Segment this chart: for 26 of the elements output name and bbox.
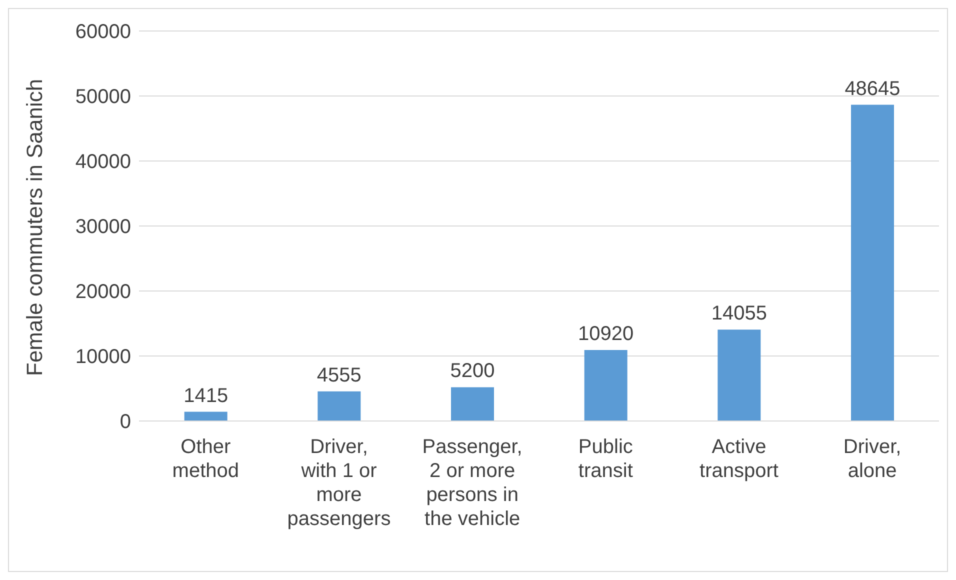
data-label: 5200 [450,360,495,382]
y-tick-label: 20000 [75,281,131,304]
bar [184,412,228,421]
y-axis-title: Female commuters in Saanich [22,78,47,376]
y-tick-label: 10000 [75,346,131,368]
data-label: 14055 [711,302,767,325]
data-label: 4555 [316,364,362,386]
x-tick-label: Other method [172,436,240,482]
bar [718,330,761,421]
y-tick-label: 40000 [75,151,131,174]
x-tick-label: Driver, alone [843,436,902,482]
bar [851,104,894,421]
bar [318,391,361,421]
bar [451,387,494,421]
data-label: 1415 [184,384,228,407]
x-tick-label: Driver, with 1 or more passengers [287,436,391,530]
y-tick-label: 50000 [75,86,131,108]
y-tick-label: 0 [120,411,131,434]
x-tick-label: Active transport [700,436,779,482]
x-tick-label: Passenger, 2 or more persons in the vehicle [422,436,522,530]
y-tick-label: 60000 [75,21,131,44]
data-label: 10920 [578,323,634,346]
y-tick-label: 30000 [75,216,131,238]
bar [584,350,628,421]
x-tick-label: Public transit [578,436,634,482]
data-label: 48645 [844,78,900,100]
